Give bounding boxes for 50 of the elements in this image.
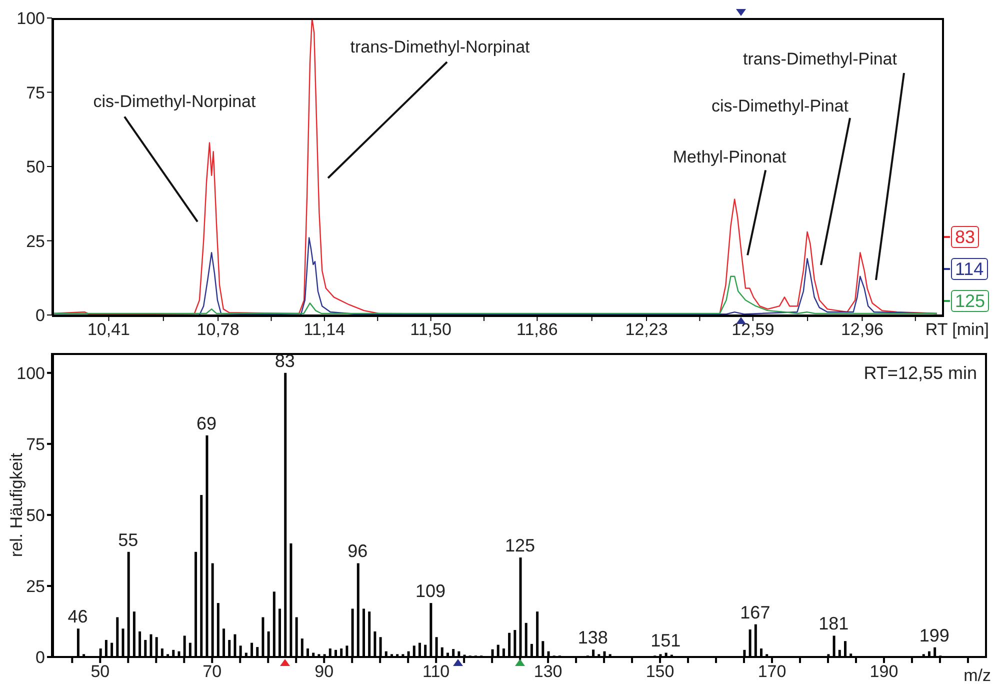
annotation: cis-Dimethyl-Norpinat bbox=[93, 92, 256, 112]
y-tick-label: 25 bbox=[26, 577, 45, 596]
x-tick-label: 12,23 bbox=[625, 320, 668, 340]
annotation: 167 bbox=[740, 602, 770, 622]
x-tick-label: 12,96 bbox=[840, 320, 884, 340]
annotation: 151 bbox=[650, 630, 681, 651]
y-axis-title: rel. Häufigkeit bbox=[7, 452, 26, 557]
annotation: 199 bbox=[919, 625, 950, 646]
x-tick-label: 90 bbox=[314, 662, 334, 682]
y-tick-label: 25 bbox=[26, 232, 45, 251]
annotation: Methyl-Pinonat bbox=[672, 148, 787, 167]
x-tick-label: 110 bbox=[422, 662, 450, 682]
annotation: 69 bbox=[196, 413, 217, 434]
x-tick-label: 11,50 bbox=[410, 320, 452, 340]
y-tick-label: 75 bbox=[26, 434, 45, 454]
legend-label: 114 bbox=[951, 258, 988, 280]
y-tick-label: 0 bbox=[36, 648, 45, 668]
legend-label: 125 bbox=[951, 290, 990, 312]
x-tick-label: 150 bbox=[646, 662, 674, 682]
annotation: trans-Dimethyl-Pinat bbox=[743, 49, 898, 68]
y-tick-label: 100 bbox=[16, 9, 45, 28]
x-tick-label: 11,86 bbox=[516, 320, 558, 340]
annotation: 125 bbox=[505, 536, 536, 556]
y-tick-label: 100 bbox=[16, 364, 45, 383]
annotation: RT=12,55 min bbox=[864, 363, 977, 383]
y-tick-label: 50 bbox=[26, 506, 45, 525]
annotation: 83 bbox=[274, 350, 295, 371]
x-axis-title: m/z bbox=[964, 666, 991, 685]
annotation: cis-Dimethyl-Pinat bbox=[712, 96, 849, 116]
annotation: 181 bbox=[818, 614, 849, 634]
annotation: 109 bbox=[415, 581, 446, 602]
x-tick-label: 190 bbox=[870, 662, 898, 682]
annotation: 96 bbox=[348, 541, 368, 562]
legend-label: 83 bbox=[951, 226, 980, 248]
x-tick-label: 170 bbox=[758, 662, 786, 682]
annotation: trans-Dimethyl-Norpinat bbox=[350, 37, 530, 56]
x-axis-title: RT [min] bbox=[925, 320, 989, 339]
x-tick-label: 10,78 bbox=[196, 320, 240, 340]
annotation: 138 bbox=[578, 628, 608, 648]
y-tick-label: 0 bbox=[36, 306, 45, 326]
x-tick-label: 50 bbox=[90, 662, 110, 682]
x-tick-label: 11,14 bbox=[304, 320, 346, 340]
x-tick-label: 70 bbox=[202, 662, 222, 682]
x-tick-label: 10,41 bbox=[87, 320, 130, 340]
x-tick-label: 12,59 bbox=[732, 320, 774, 340]
y-tick-label: 50 bbox=[26, 158, 45, 177]
y-tick-label: 75 bbox=[26, 83, 45, 102]
x-tick-label: 130 bbox=[534, 662, 562, 682]
annotation: 55 bbox=[118, 530, 138, 550]
annotation: 46 bbox=[68, 606, 88, 627]
